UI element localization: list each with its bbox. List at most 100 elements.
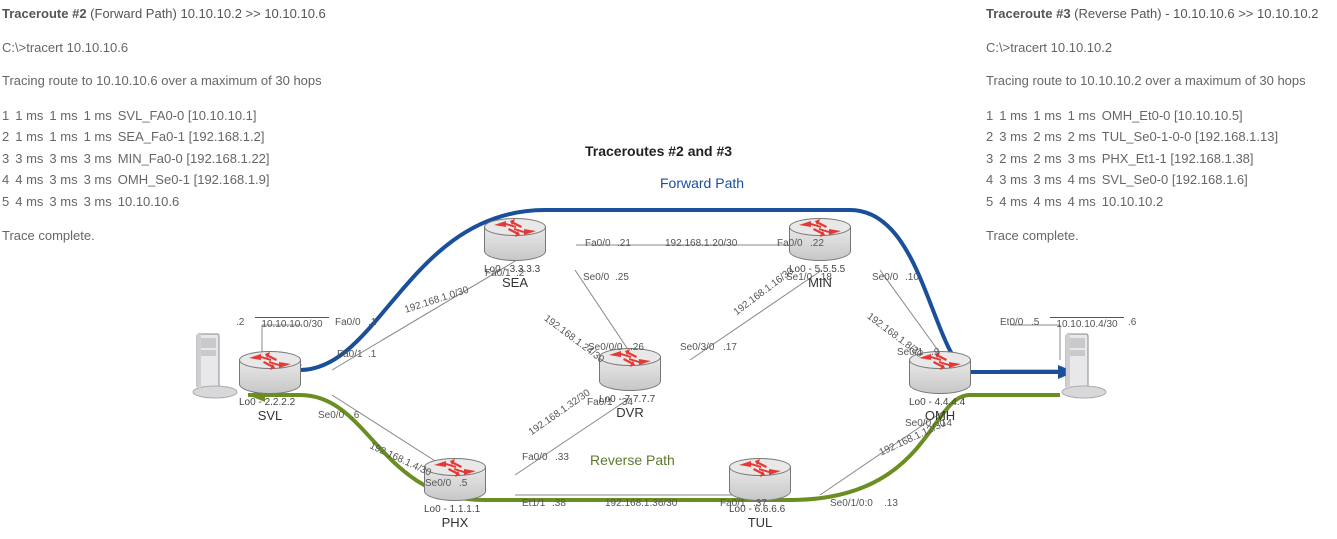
hop-cell: TUL_Se0-1-0-0 [192.168.1.13] [1102, 126, 1284, 148]
router-phx: Lo0 - 1.1.1.1 PHX [424, 458, 486, 530]
hop-cell: 4 ms [15, 169, 49, 191]
hop-cell: 1 [2, 105, 15, 127]
router-icon [599, 348, 661, 392]
interface-label: Se0/0 [425, 478, 451, 489]
hop-cell: 4 [986, 169, 999, 191]
hop-row: 11 ms1 ms1 msSVL_FA0-0 [10.10.10.1] [2, 105, 276, 127]
interface-label: Se1/0 [786, 272, 812, 283]
interface-label: .1 [368, 317, 376, 328]
interface-label: Se0/1 [897, 347, 923, 358]
hop-cell: MIN_Fa0-0 [192.168.1.22] [118, 148, 276, 170]
forward-path-label: Forward Path [660, 175, 744, 191]
hop-cell: 3 [2, 148, 15, 170]
hop-cell: 3 ms [84, 148, 118, 170]
interface-label: .6 [1128, 317, 1136, 328]
router-loopback: Lo0 - 2.2.2.2 [239, 397, 301, 408]
interface-label: .2 [236, 317, 244, 328]
hop-cell: OMH_Et0-0 [10.10.10.5] [1102, 105, 1284, 127]
hop-cell: 4 ms [999, 191, 1033, 213]
hop-cell: 1 ms [49, 126, 83, 148]
hop-cell: 1 ms [15, 105, 49, 127]
interface-label: Fa0/1 [485, 268, 511, 279]
traceroute-forward-block: Traceroute #2 (Forward Path) 10.10.10.2 … [2, 4, 362, 246]
interface-label: .10 [905, 272, 919, 283]
hop-cell: 4 [2, 169, 15, 191]
hop-cell: 1 ms [999, 105, 1033, 127]
hop-row: 33 ms3 ms3 msMIN_Fa0-0 [192.168.1.22] [2, 148, 276, 170]
interface-label: .14 [938, 418, 952, 429]
interface-label: .25 [615, 272, 629, 283]
hop-cell: SVL_Se0-0 [192.168.1.6] [1102, 169, 1284, 191]
hop-row: 54 ms4 ms4 ms10.10.10.2 [986, 191, 1284, 213]
hop-cell: 4 ms [1068, 169, 1102, 191]
traceroute-forward-title-sub: (Forward Path) 10.10.10.2 >> 10.10.10.6 [90, 6, 326, 21]
interface-label: Fa0/0 [777, 238, 803, 249]
hop-cell: 1 ms [1033, 105, 1067, 127]
traceroute-forward-cmd: C:\>tracert 10.10.10.6 [2, 38, 362, 58]
host-left [191, 330, 239, 400]
hop-cell: 3 ms [84, 191, 118, 213]
hop-cell: 4 ms [1033, 191, 1067, 213]
hop-cell: 3 ms [49, 191, 83, 213]
hop-cell: 3 ms [84, 169, 118, 191]
interface-label: Se0/0 [872, 272, 898, 283]
traceroute-reverse-complete: Trace complete. [986, 226, 1337, 246]
interface-label: .38 [552, 498, 566, 509]
interface-label: 192.168.1.24/30 [542, 313, 606, 365]
interface-label: .37 [753, 498, 767, 509]
interface-label: .2 [516, 268, 524, 279]
hop-cell: 1 ms [1068, 105, 1102, 127]
traceroute-reverse-title-strong: Traceroute #3 [986, 6, 1071, 21]
router-tul: Lo0 - 6.6.6.6 TUL [729, 458, 791, 530]
hop-cell: 10.10.10.2 [1102, 191, 1284, 213]
hop-row: 43 ms3 ms4 msSVL_Se0-0 [192.168.1.6] [986, 169, 1284, 191]
traceroute-forward-complete: Trace complete. [2, 226, 362, 246]
hop-cell: 1 ms [49, 105, 83, 127]
hop-cell: 3 ms [15, 148, 49, 170]
router-loopback: Lo0 - 1.1.1.1 [424, 504, 486, 515]
interface-label: Et1/1 [522, 498, 545, 509]
interface-label: .1 [368, 349, 376, 360]
hop-cell: 10.10.10.6 [118, 191, 276, 213]
interface-label: .13 [884, 498, 898, 509]
router-icon [484, 218, 546, 262]
interface-label: .21 [617, 238, 631, 249]
hop-row: 54 ms3 ms3 ms10.10.10.6 [2, 191, 276, 213]
hop-cell: 2 [986, 126, 999, 148]
interface-label: .5 [1031, 317, 1039, 328]
interface-label: .33 [555, 452, 569, 463]
hop-cell: PHX_Et1-1 [192.168.1.38] [1102, 148, 1284, 170]
traceroute-forward-desc: Tracing route to 10.10.10.6 over a maxim… [2, 71, 362, 91]
traceroute-reverse-cmd: C:\>tracert 10.10.10.2 [986, 38, 1337, 58]
interface-label: 192.168.1.32/30 [527, 388, 593, 438]
router-name: SVL [239, 408, 301, 423]
interface-label: Fa0/0 [335, 317, 361, 328]
hop-row: 11 ms1 ms1 msOMH_Et0-0 [10.10.10.5] [986, 105, 1284, 127]
interface-label: Fa0/1 [337, 349, 363, 360]
interface-label: .34 [619, 397, 633, 408]
hop-cell: 3 ms [1068, 148, 1102, 170]
interface-label: Et0/0 [1000, 317, 1023, 328]
hop-cell: 1 [986, 105, 999, 127]
hop-cell: 2 ms [1033, 126, 1067, 148]
hop-cell: 1 ms [84, 126, 118, 148]
router-omh: Lo0 - 4.4.4.4 OMH [909, 351, 971, 423]
hop-row: 21 ms1 ms1 msSEA_Fa0-1 [192.168.1.2] [2, 126, 276, 148]
hop-cell: 2 ms [1068, 126, 1102, 148]
hop-cell: 3 ms [49, 169, 83, 191]
hop-cell: 4 ms [1068, 191, 1102, 213]
interface-label: Se0/0/0 [588, 342, 622, 353]
hop-cell: 5 [986, 191, 999, 213]
interface-label: Se0/0 [583, 272, 609, 283]
router-name: TUL [729, 515, 791, 530]
hop-cell: 3 [986, 148, 999, 170]
traceroute-forward-title: Traceroute #2 (Forward Path) 10.10.10.2 … [2, 4, 362, 24]
traceroute-reverse-title-sub: (Reverse Path) - 10.10.10.6 >> 10.10.10.… [1074, 6, 1318, 21]
interface-label: .26 [630, 342, 644, 353]
interface-label: 192.168.1.20/30 [665, 238, 737, 249]
traceroute-reverse-title: Traceroute #3 (Reverse Path) - 10.10.10.… [986, 4, 1337, 24]
interface-label: .17 [723, 342, 737, 353]
interface-label: .6 [351, 410, 359, 421]
hop-cell: SVL_FA0-0 [10.10.10.1] [118, 105, 276, 127]
interface-label: Fa0/1 [720, 498, 746, 509]
